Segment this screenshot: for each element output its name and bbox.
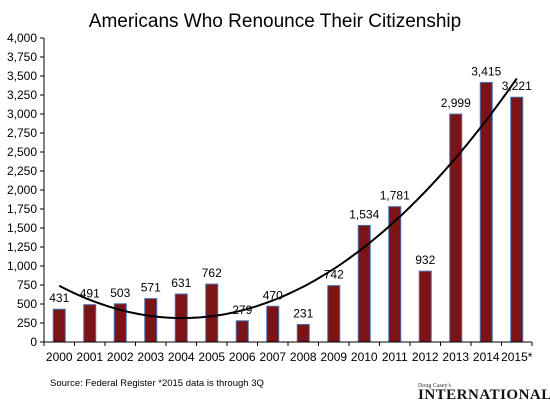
data-label: 1,781: [380, 189, 410, 203]
chart-title: Americans Who Renounce Their Citizenship: [89, 11, 461, 32]
x-tick-label: 2012: [412, 350, 439, 364]
x-tick-label: 2001: [76, 350, 103, 364]
y-tick-label: 750: [17, 278, 37, 292]
data-label: 231: [293, 306, 313, 320]
data-label: 431: [49, 291, 69, 305]
data-label: 1,534: [349, 207, 379, 221]
bar: [510, 96, 524, 343]
data-label: 491: [80, 287, 100, 301]
data-label: 3,221: [502, 79, 532, 93]
x-tick-label: 2008: [290, 350, 317, 364]
data-label: 762: [202, 266, 222, 280]
bars: [52, 81, 524, 343]
bar: [449, 113, 463, 343]
y-tick-label: 3,500: [7, 69, 37, 83]
x-tick-label: 2013: [442, 350, 469, 364]
y-tick-label: 2,250: [7, 164, 37, 178]
x-tick-label: 2010: [351, 350, 378, 364]
data-label: 932: [415, 253, 435, 267]
x-tick-label: 2015*: [501, 350, 533, 364]
data-label: 571: [141, 281, 161, 295]
y-tick-label: 3,250: [7, 88, 37, 102]
y-tick-label: 2,500: [7, 145, 37, 159]
bar: [144, 298, 158, 343]
y-tick-label: 500: [17, 297, 37, 311]
bar: [83, 304, 97, 343]
y-tick-label: 4,000: [7, 31, 37, 45]
bar: [296, 323, 310, 343]
y-tick-label: 2,000: [7, 183, 37, 197]
y-tick-label: 1,750: [7, 202, 37, 216]
y-tick-label: 3,750: [7, 50, 37, 64]
bar: [205, 283, 219, 343]
data-labels: 431 491 503 571 631 762 279 470 231 742 1,5341,781…: [49, 64, 532, 320]
x-tick-label: 2005: [198, 350, 225, 364]
bar: [388, 206, 402, 343]
y-tick-label: 250: [17, 316, 37, 330]
data-label: 2,999: [441, 96, 471, 110]
x-tick-label: 2000: [46, 350, 73, 364]
y-tick-label: 1,000: [7, 259, 37, 273]
x-tick-label: 2014: [473, 350, 500, 364]
data-label: 470: [263, 288, 283, 302]
x-tick-label: 2006: [229, 350, 256, 364]
x-tick-label: 2004: [168, 350, 195, 364]
y-axis: 0 250 500 750 1,000 1,250 1,500 1,750 2,000 2,250…: [7, 31, 45, 349]
y-tick-label: 3,000: [7, 107, 37, 121]
x-tick-label: 2007: [259, 350, 286, 364]
source-note: Source: Federal Register *2015 data is t…: [50, 378, 264, 389]
x-tick-label: 2002: [107, 350, 134, 364]
x-tick-label: 2009: [320, 350, 347, 364]
bar: [266, 305, 280, 343]
data-label: 3,415: [471, 64, 501, 78]
brand-top-line: Doug Casey's: [418, 383, 452, 389]
y-tick-label: 1,500: [7, 221, 37, 235]
y-tick-label: 2,750: [7, 126, 37, 140]
y-tick-label: 0: [30, 335, 37, 349]
trendline: [58, 77, 518, 320]
data-label: 742: [324, 268, 344, 282]
x-tick-label: 2011: [382, 350, 408, 364]
x-tick-label: 2003: [137, 350, 164, 364]
bar: [235, 320, 249, 343]
data-label: 503: [110, 286, 130, 300]
bar: [327, 285, 341, 343]
brand-logo: Doug Casey's INTERNATIONAL MAN: [418, 383, 550, 400]
y-tick-label: 1,250: [7, 240, 37, 254]
brand-main-line: INTERNATIONAL MAN: [418, 387, 550, 400]
x-axis: 2000 2001 2002 2003 2004 2005 2006 2007 2008 2009…: [43, 341, 533, 364]
bar: [52, 308, 66, 343]
data-label: 631: [171, 276, 191, 290]
bar: [418, 270, 432, 343]
trendline-group: [58, 77, 518, 320]
data-label: 279: [232, 303, 252, 317]
